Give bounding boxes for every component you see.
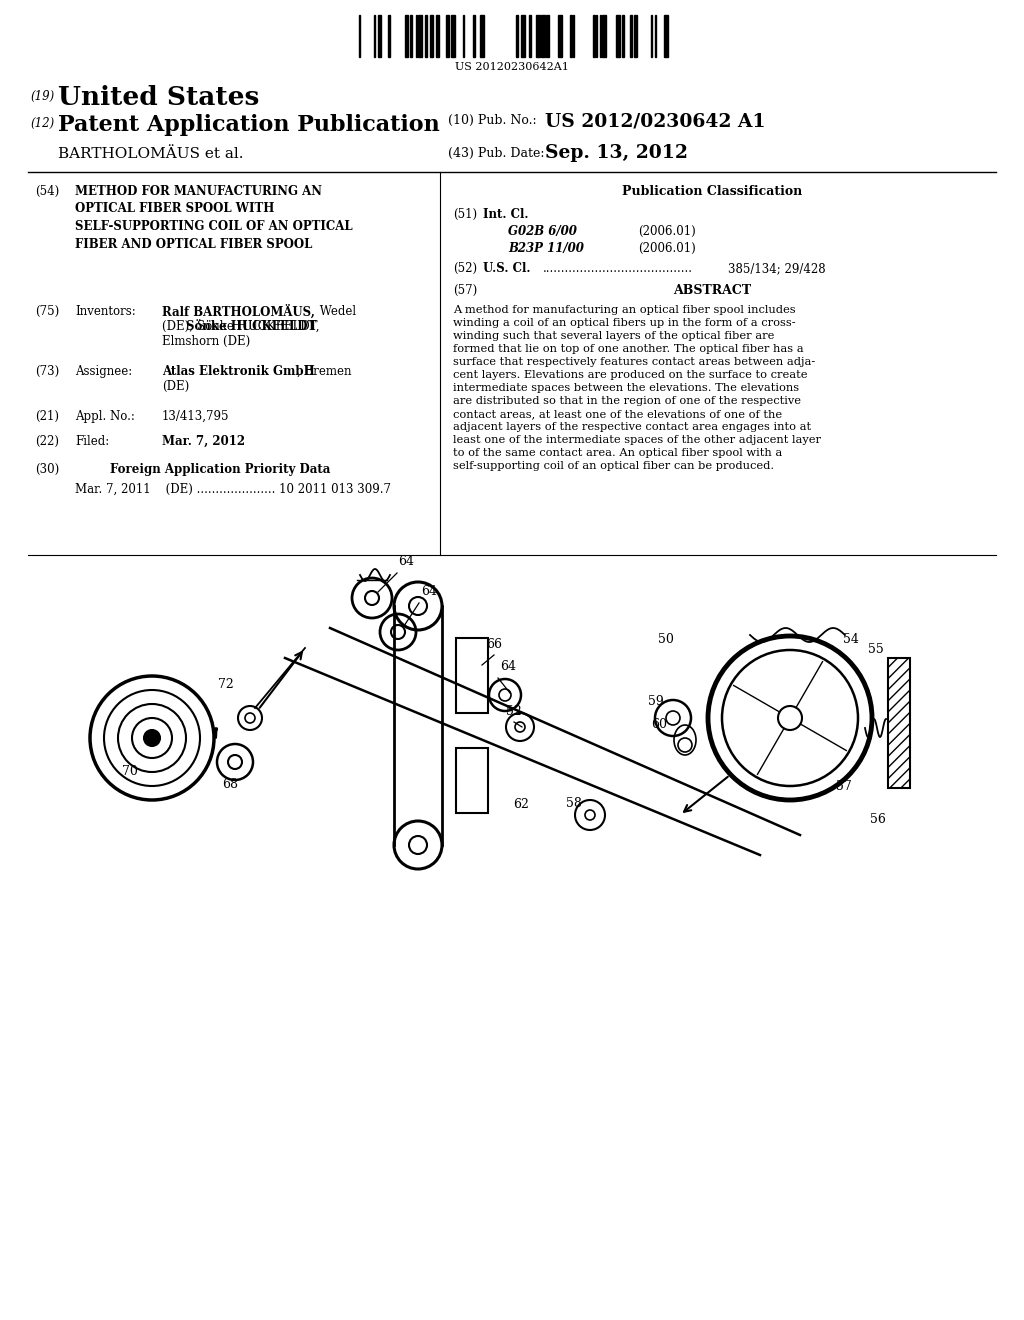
Bar [456, 638, 488, 713]
Bar [446, 15, 449, 57]
Text: , Bremen: , Bremen [297, 366, 351, 378]
Text: METHOD FOR MANUFACTURING AN
OPTICAL FIBER SPOOL WITH
SELF-SUPPORTING COIL OF AN : METHOD FOR MANUFACTURING AN OPTICAL FIBE… [75, 185, 352, 251]
Text: (52): (52) [453, 261, 477, 275]
Text: Mar. 7, 2011    (DE) ..................... 10 2011 013 309.7: Mar. 7, 2011 (DE) ..................... … [75, 483, 391, 496]
Bar [593, 15, 595, 57]
Text: Patent Application Publication: Patent Application Publication [58, 114, 439, 136]
Text: (30): (30) [35, 463, 59, 477]
Text: 62: 62 [513, 799, 528, 810]
Text: U.S. Cl.: U.S. Cl. [483, 261, 530, 275]
Text: Inventors:: Inventors: [75, 305, 136, 318]
Text: (10) Pub. No.:: (10) Pub. No.: [449, 114, 537, 127]
Text: 70: 70 [122, 766, 138, 777]
Text: ........................................: ........................................ [543, 261, 693, 275]
Text: Int. Cl.: Int. Cl. [483, 209, 528, 220]
Bar [521, 15, 525, 57]
Text: Mar. 7, 2012: Mar. 7, 2012 [162, 436, 245, 447]
Text: 58: 58 [566, 797, 582, 810]
Bar [418, 15, 422, 57]
Text: 66: 66 [486, 638, 502, 651]
Text: 64: 64 [500, 660, 516, 673]
Bar [425, 15, 427, 57]
Text: (2006.01): (2006.01) [638, 242, 695, 255]
Text: United States: United States [58, 84, 259, 110]
Bar [541, 15, 545, 57]
Bar [558, 15, 562, 57]
Text: 64: 64 [421, 585, 437, 598]
Text: 60: 60 [651, 718, 667, 731]
Text: (2006.01): (2006.01) [638, 224, 695, 238]
Text: 13/413,795: 13/413,795 [162, 411, 229, 422]
Text: (21): (21) [35, 411, 59, 422]
Bar [536, 15, 540, 57]
Text: 68: 68 [222, 777, 238, 791]
Text: Wedel: Wedel [316, 305, 356, 318]
Bar [406, 15, 408, 57]
Bar [516, 15, 518, 57]
Text: (73): (73) [35, 366, 59, 378]
Bar [622, 15, 624, 57]
Text: (22): (22) [35, 436, 59, 447]
Text: 55: 55 [868, 643, 884, 656]
Text: (51): (51) [453, 209, 477, 220]
Bar [473, 15, 475, 57]
Text: G02B 6/00: G02B 6/00 [508, 224, 577, 238]
Bar [378, 15, 381, 57]
Text: Assignee:: Assignee: [75, 366, 132, 378]
Text: (43) Pub. Date:: (43) Pub. Date: [449, 147, 545, 160]
Text: (75): (75) [35, 305, 59, 318]
Bar [888, 657, 910, 788]
Bar [664, 15, 668, 57]
Bar [456, 748, 488, 813]
Text: Sep. 13, 2012: Sep. 13, 2012 [545, 144, 688, 162]
Bar [480, 15, 484, 57]
Bar [602, 15, 606, 57]
Text: 72: 72 [218, 678, 233, 690]
Text: Ralf BARTHOLOMÄUS,: Ralf BARTHOLOMÄUS, [162, 305, 314, 319]
Text: Publication Classification: Publication Classification [622, 185, 802, 198]
Text: Foreign Application Priority Data: Foreign Application Priority Data [110, 463, 331, 477]
Bar [529, 15, 531, 57]
Text: Atlas Elektronik GmbH: Atlas Elektronik GmbH [162, 366, 314, 378]
Bar [410, 15, 412, 57]
Text: US 20120230642A1: US 20120230642A1 [455, 62, 569, 73]
Text: (DE); Sönke HUCKFELDT,: (DE); Sönke HUCKFELDT, [162, 319, 319, 333]
Text: 59: 59 [648, 696, 664, 708]
Bar [630, 15, 632, 57]
Bar [451, 15, 455, 57]
Circle shape [144, 730, 160, 746]
Bar [430, 15, 433, 57]
Bar [634, 15, 637, 57]
Text: Elmshorn (DE): Elmshorn (DE) [162, 335, 250, 348]
Text: (57): (57) [453, 284, 477, 297]
Text: B23P 11/00: B23P 11/00 [508, 242, 584, 255]
Text: ABSTRACT: ABSTRACT [673, 284, 751, 297]
Text: 52: 52 [506, 705, 522, 718]
Bar [388, 15, 390, 57]
Text: A method for manufacturing an optical fiber spool includes
winding a coil of an : A method for manufacturing an optical fi… [453, 305, 821, 471]
Text: (54): (54) [35, 185, 59, 198]
Text: 385/134; 29/428: 385/134; 29/428 [728, 261, 825, 275]
Bar [546, 15, 549, 57]
Text: 57: 57 [836, 780, 852, 793]
Text: 64: 64 [398, 554, 414, 568]
Text: Filed:: Filed: [75, 436, 110, 447]
Text: (12): (12) [30, 117, 54, 129]
Text: (19): (19) [30, 90, 54, 103]
Bar [616, 15, 620, 57]
Bar [570, 15, 572, 57]
Text: 54: 54 [843, 634, 859, 645]
Text: Sönke HUCKFELDT: Sönke HUCKFELDT [186, 319, 316, 333]
Text: Appl. No.:: Appl. No.: [75, 411, 135, 422]
Text: 56: 56 [870, 813, 886, 826]
Text: US 2012/0230642 A1: US 2012/0230642 A1 [545, 112, 766, 129]
Text: BARTHOLOMÄUS et al.: BARTHOLOMÄUS et al. [58, 147, 244, 161]
Text: (DE): (DE) [162, 380, 189, 393]
Bar [436, 15, 439, 57]
Text: 50: 50 [658, 634, 674, 645]
